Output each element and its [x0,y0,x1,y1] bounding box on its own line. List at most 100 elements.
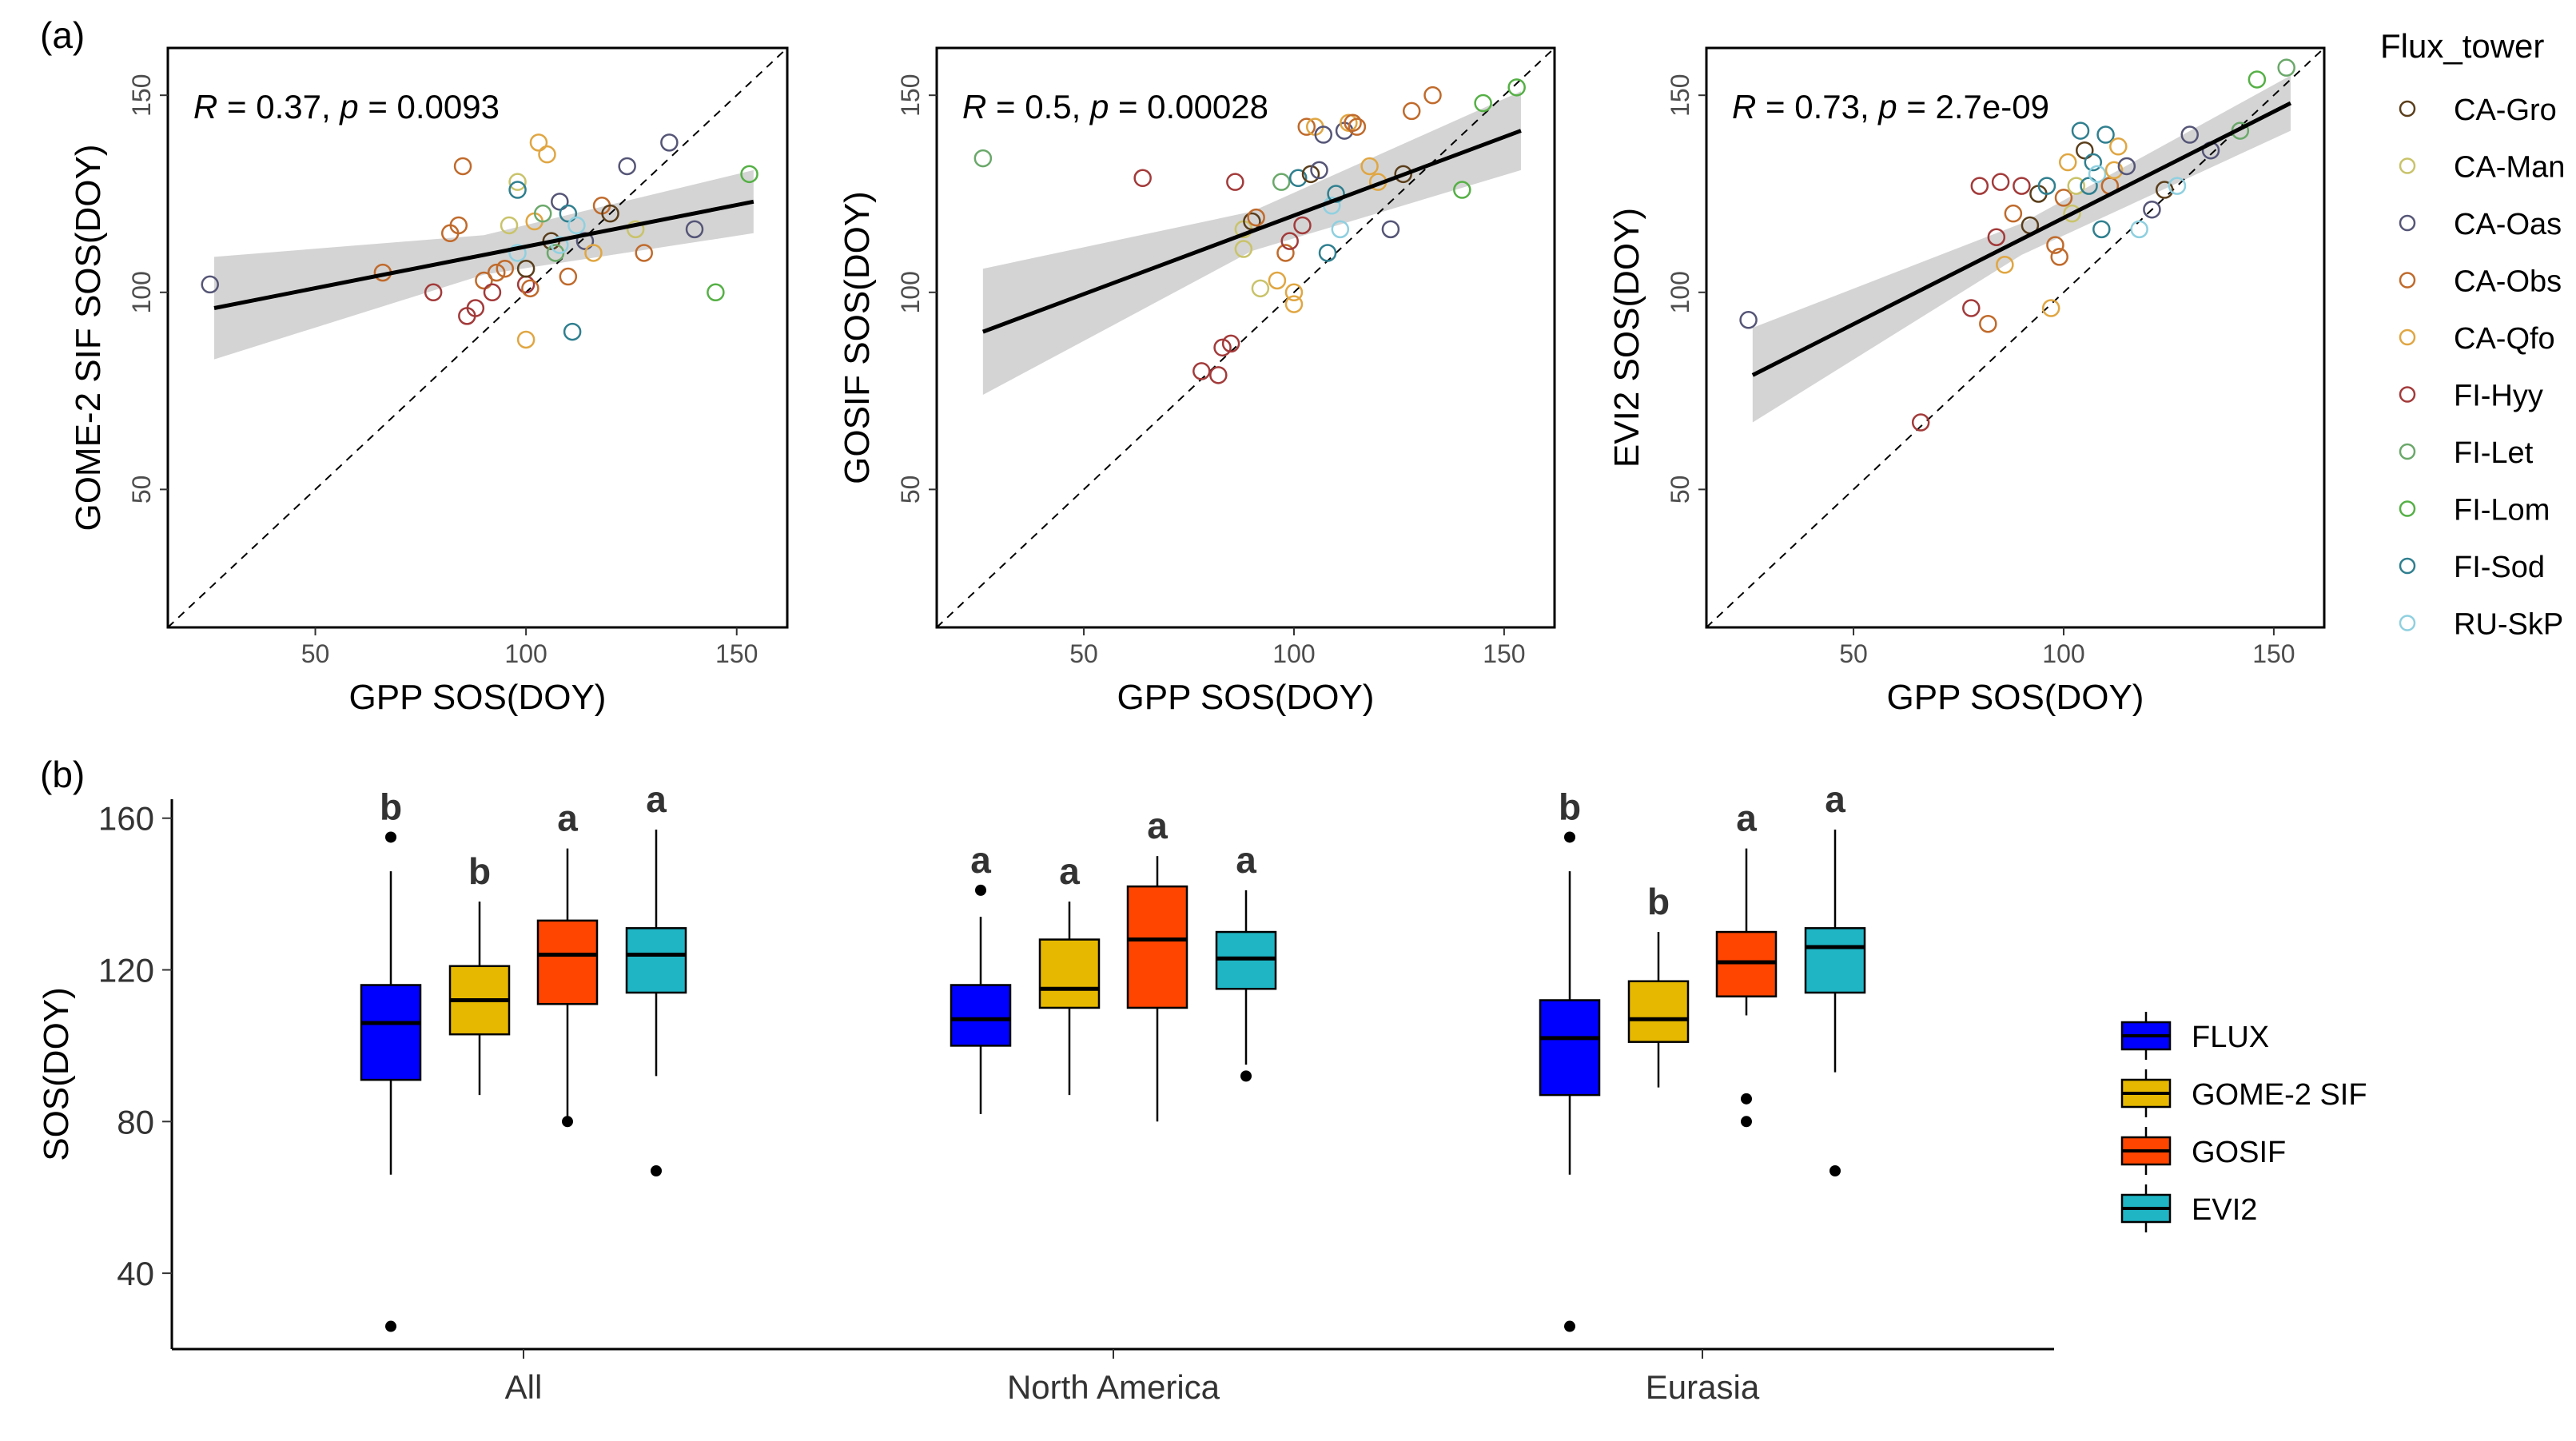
x-tick-label: 50 [301,639,330,668]
y-tick-label: 50 [1666,476,1694,504]
data-point-CA-Oas [201,275,219,294]
regression-line [1751,101,2292,377]
data-point-CA-Gro [601,204,619,223]
legend-item-CA-Man: CA-Man [2399,151,2565,185]
data-point-CA-Obs [1276,244,1295,262]
x-tick-label: 150 [715,639,758,668]
legend-label: CA-Man [2454,151,2565,185]
legend-marker [2399,100,2416,117]
legend-title: Flux_tower [2380,27,2544,65]
outlier-point [1240,1070,1252,1082]
data-point-FI-Sod [559,204,578,223]
data-point-FI-Let [973,149,993,168]
legend-item-gome-2-sif: GOME-2 SIF [2120,1069,2367,1117]
y-tick-label: 50 [896,476,925,504]
one-to-one-line [1706,48,2324,627]
data-point-CA-Qfo [1996,256,2014,274]
data-point-RU-SkP [2130,220,2148,239]
box-body [1126,885,1188,1009]
y-tick-label: 150 [1666,74,1694,116]
legend-label: FLUX [2192,1021,2269,1054]
box-body [1038,938,1101,1009]
legend-marker [2399,157,2416,174]
data-point-CA-Qfo [1284,283,1304,302]
plot-area [1706,48,2324,627]
y-tick-label: 160 [98,800,154,838]
x-axis-title: GPP SOS(DOY) [1887,678,2144,717]
x-tick-label: All [505,1368,543,1406]
legend-label: RU-SkP [2454,608,2563,642]
legend-item-FI-Sod: FI-Sod [2399,551,2545,584]
outlier-point [385,1320,396,1332]
legend-item-FI-Lom: FI-Lom [2399,494,2550,527]
plot-area [168,48,787,627]
data-point-CA-Obs [2004,204,2023,223]
legend-label: GOSIF [2192,1136,2286,1169]
data-point-CA-Qfo [538,145,556,164]
data-point-CA-Man [2067,177,2085,195]
outlier-point [1741,1116,1752,1128]
data-point-FI-Hyy [1221,334,1240,353]
data-point-CA-Qfo [2104,161,2124,180]
data-point-FI-Sod [2071,121,2090,140]
data-point-FI-Hyy [2013,177,2031,195]
data-point-FI-Let [533,204,552,223]
data-point-FI-Hyy [466,299,485,317]
box-gosif: a [536,798,599,1128]
data-point-CA-Qfo [1284,295,1304,313]
data-point-CA-Man [500,216,519,235]
legend-item-CA-Oas: CA-Oas [2399,208,2562,241]
data-point-CA-Obs [1348,117,1367,136]
box-flux: a [950,839,1012,1114]
data-point-FI-Sod [508,181,527,199]
data-point-CA-Oas [685,220,704,239]
legend-item-gosif: GOSIF [2120,1127,2286,1175]
data-point-FI-Sod [1318,244,1337,262]
data-point-CA-Obs [487,263,506,282]
legend-label: CA-Oas [2454,208,2562,241]
x-tick-label: 50 [1069,639,1098,668]
significance-letter: b [1647,881,1670,922]
panel-label-b: (b) [40,754,85,795]
legend-label: FI-Lom [2454,494,2550,527]
significance-letter: a [1736,798,1757,839]
data-point-CA-Obs [449,216,468,235]
data-point-FI-Sod [2084,153,2103,172]
box-group-1: North America a a a a [950,805,1277,1406]
legend-marker [2399,500,2416,517]
data-point-CA-Oas [2117,157,2136,176]
significance-letter: a [1825,778,1845,820]
data-point-CA-Oas [660,133,679,152]
box-group-0: All b b a a [360,778,687,1406]
y-tick-label: 100 [896,271,925,313]
data-point-CA-Qfo [1268,271,1287,290]
box-gosif: a [1715,798,1778,1128]
x-tick-label: North America [1007,1368,1220,1406]
data-point-CA-Gro [516,259,536,278]
outlier-point [651,1164,662,1176]
data-point-FI-Hyy [1192,362,1211,380]
y-tick-label: 100 [1666,271,1694,313]
y-tick-label: 120 [98,952,154,989]
confidence-band [982,91,1521,396]
data-point-FI-Hyy [1209,366,1228,384]
data-point-RU-SkP [1331,220,1350,239]
y-tick-label: 100 [127,271,156,313]
significance-letter: a [1236,839,1256,881]
box-gome-2-sif: a [1038,850,1101,1096]
box-body [1539,999,1601,1097]
y-axis-title: GOSIF SOS(DOY) [838,191,877,484]
legend-marker [2399,557,2416,575]
panel-border [935,46,1556,629]
data-point-CA-Qfo [516,330,536,349]
scatter-panel-2: 50 100 150 50 100 150 GPP SOS(DOY) GOSIF SOS(DO… [838,46,1556,717]
data-point-CA-Obs [1979,314,1997,333]
box-body [360,984,422,1081]
legend-label: CA-Gro [2454,94,2557,127]
data-point-FI-Hyy [1226,173,1244,191]
data-point-CA-Oas [1310,161,1328,180]
outlier-point [1564,831,1575,843]
data-point-CA-Oas [618,157,636,176]
legend-marker [2399,272,2416,289]
